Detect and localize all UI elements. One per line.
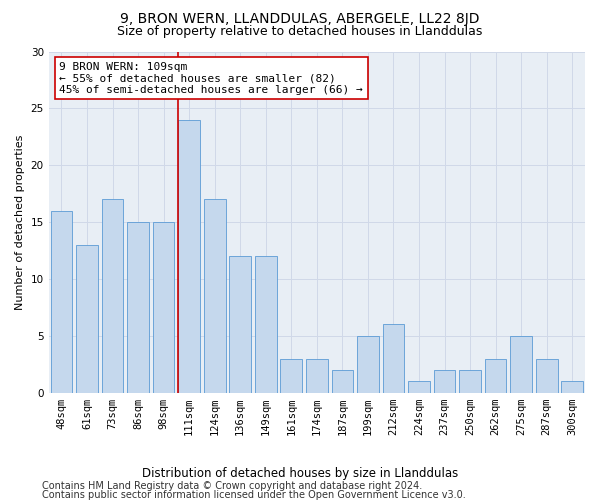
Bar bbox=[434, 370, 455, 392]
Bar bbox=[76, 245, 98, 392]
Bar bbox=[204, 200, 226, 392]
Bar bbox=[510, 336, 532, 392]
Bar bbox=[383, 324, 404, 392]
Text: 9 BRON WERN: 109sqm
← 55% of detached houses are smaller (82)
45% of semi-detach: 9 BRON WERN: 109sqm ← 55% of detached ho… bbox=[59, 62, 363, 95]
Bar bbox=[50, 210, 72, 392]
Bar bbox=[459, 370, 481, 392]
Text: Size of property relative to detached houses in Llanddulas: Size of property relative to detached ho… bbox=[118, 25, 482, 38]
Bar bbox=[101, 200, 124, 392]
Text: 9, BRON WERN, LLANDDULAS, ABERGELE, LL22 8JD: 9, BRON WERN, LLANDDULAS, ABERGELE, LL22… bbox=[120, 12, 480, 26]
Bar bbox=[408, 382, 430, 392]
Bar bbox=[357, 336, 379, 392]
Bar bbox=[127, 222, 149, 392]
Bar bbox=[178, 120, 200, 392]
Text: Contains public sector information licensed under the Open Government Licence v3: Contains public sector information licen… bbox=[42, 490, 466, 500]
Bar bbox=[153, 222, 175, 392]
Bar bbox=[485, 358, 506, 392]
Bar bbox=[562, 382, 583, 392]
Bar bbox=[255, 256, 277, 392]
Text: Contains HM Land Registry data © Crown copyright and database right 2024.: Contains HM Land Registry data © Crown c… bbox=[42, 481, 422, 491]
Bar bbox=[306, 358, 328, 392]
Text: Distribution of detached houses by size in Llanddulas: Distribution of detached houses by size … bbox=[142, 468, 458, 480]
Bar bbox=[229, 256, 251, 392]
Bar bbox=[280, 358, 302, 392]
Y-axis label: Number of detached properties: Number of detached properties bbox=[15, 134, 25, 310]
Bar bbox=[332, 370, 353, 392]
Bar bbox=[536, 358, 557, 392]
